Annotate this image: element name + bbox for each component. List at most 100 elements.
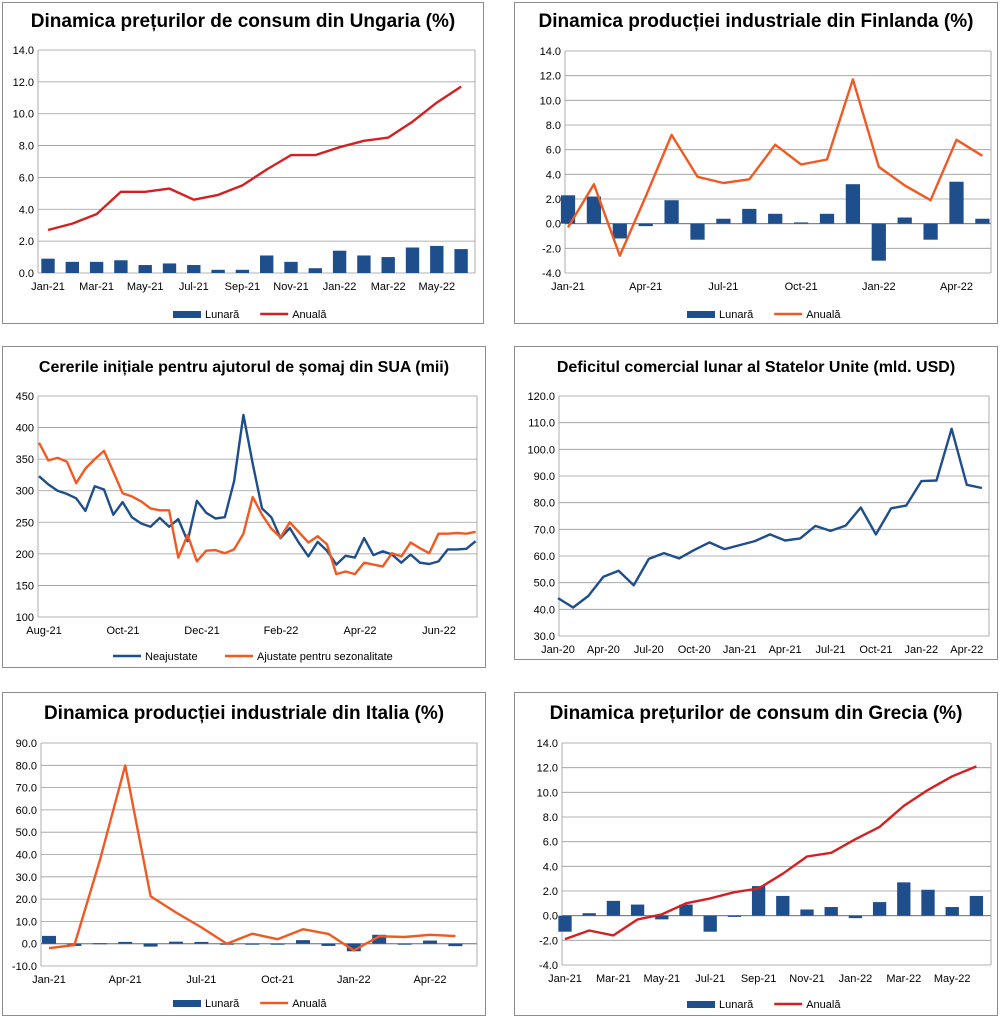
gridlines bbox=[41, 742, 477, 967]
bar bbox=[945, 907, 959, 916]
bar bbox=[357, 255, 371, 273]
x-tick-label: Apr-22 bbox=[950, 644, 983, 656]
x-axis-ticks: Aug-21 Oct-21 Dec-21 Feb-22 Apr-22 Jun-22 bbox=[26, 625, 456, 637]
legend-swatch bbox=[687, 1001, 715, 1008]
x-tick-label: Apr-22 bbox=[940, 281, 973, 293]
bar bbox=[448, 943, 463, 947]
legend-label: Lunară bbox=[205, 309, 240, 321]
chart-panel-us-jobless-claims: Cererile inițiale pentru ajutorul de șom… bbox=[2, 346, 486, 668]
legend-label: Anuală bbox=[292, 998, 327, 1010]
bar bbox=[638, 223, 653, 227]
y-tick-label: 0.0 bbox=[543, 911, 558, 923]
chart-panel-hungary-cpi: Dinamica prețurilor de consum din Ungari… bbox=[2, 2, 484, 324]
y-tick-label: 12.0 bbox=[540, 71, 561, 83]
gridlines bbox=[562, 742, 991, 966]
x-tick-label: Mar-22 bbox=[371, 281, 406, 293]
bar bbox=[381, 257, 395, 273]
gridlines bbox=[38, 49, 475, 274]
x-tick-label: Jul-21 bbox=[816, 644, 846, 656]
x-tick-label: Jan-22 bbox=[323, 281, 357, 293]
series-line bbox=[38, 413, 477, 566]
bar bbox=[211, 269, 225, 273]
y-tick-label: 12.0 bbox=[13, 77, 34, 89]
x-tick-label: Mar-22 bbox=[886, 973, 921, 985]
x-tick-label: Jan-21 bbox=[32, 974, 66, 986]
x-tick-label: Jul-21 bbox=[186, 974, 216, 986]
chart-svg: -4.0 -2.0 0.0 2.0 4.0 6.0 8.0 10.0 12.0 14.0 Jan-2… bbox=[537, 738, 992, 1011]
x-tick-label: Jul-21 bbox=[179, 281, 209, 293]
chart-panel-italy-industry: Dinamica producției industriale din Ital… bbox=[2, 692, 486, 1016]
y-tick-label: 14.0 bbox=[13, 45, 34, 57]
chart-title: Cererile inițiale pentru ajutorul de șom… bbox=[38, 359, 450, 376]
y-tick-label: 12.0 bbox=[537, 763, 558, 775]
x-tick-label: Jan-22 bbox=[905, 644, 939, 656]
y-tick-label: 100.0 bbox=[527, 444, 555, 456]
y-tick-label: 70.0 bbox=[16, 783, 37, 795]
y-tick-label: 50.0 bbox=[16, 827, 37, 839]
x-axis-ticks: Jan-20 Apr-20 Jul-20 Oct-20 Jan-21 Apr-21 Jul-… bbox=[541, 644, 983, 656]
y-axis-ticks: 30.0 40.0 50.0 60.0 70.0 80.0 90.0 100.0 110.0 12… bbox=[527, 391, 555, 643]
x-tick-label: Sep-21 bbox=[225, 281, 260, 293]
y-tick-label: 110.0 bbox=[528, 418, 555, 430]
bar bbox=[872, 902, 887, 916]
legend-label: Anuală bbox=[806, 999, 841, 1011]
bar bbox=[270, 943, 285, 945]
legend-swatch bbox=[173, 311, 201, 318]
y-axis-ticks: 100 150 200 250 300 350 400 450 bbox=[16, 391, 34, 624]
x-tick-label: Jan-22 bbox=[862, 281, 896, 293]
bar bbox=[194, 941, 209, 944]
bar bbox=[969, 895, 984, 916]
y-tick-label: 450 bbox=[16, 391, 34, 403]
x-tick-label: Jan-22 bbox=[337, 974, 371, 986]
chart-title: Dinamica producției industriale din Ital… bbox=[43, 703, 445, 724]
y-tick-label: -4.0 bbox=[542, 268, 561, 280]
y-tick-label: 50.0 bbox=[534, 578, 555, 590]
bar bbox=[582, 913, 596, 916]
bar bbox=[114, 260, 128, 273]
bar bbox=[187, 265, 201, 273]
bar bbox=[65, 261, 79, 273]
y-tick-label: 350 bbox=[16, 454, 34, 466]
bar bbox=[308, 268, 322, 273]
x-tick-label: Oct-21 bbox=[785, 281, 818, 293]
y-tick-label: 80.0 bbox=[534, 498, 555, 510]
bar bbox=[776, 895, 790, 916]
y-tick-label: 400 bbox=[16, 423, 34, 435]
bar bbox=[89, 261, 104, 273]
y-tick-label: 40.0 bbox=[534, 604, 555, 616]
bar bbox=[321, 943, 336, 946]
x-tick-label: Jul-21 bbox=[695, 973, 725, 985]
x-tick-label: Oct-20 bbox=[678, 644, 711, 656]
x-tick-label: Jul-20 bbox=[634, 644, 664, 656]
legend-label: Lunară bbox=[205, 998, 240, 1010]
y-tick-label: -10.0 bbox=[12, 961, 37, 973]
bar bbox=[897, 882, 911, 916]
chart-title: Deficitul comercial lunar al Statelor Un… bbox=[556, 359, 956, 376]
legend-swatch bbox=[173, 1000, 201, 1007]
chart-title: Dinamica producției industriale din Finl… bbox=[538, 11, 974, 32]
bar bbox=[871, 223, 886, 261]
bar bbox=[558, 915, 572, 932]
legend-swatch bbox=[687, 311, 715, 318]
series-line bbox=[566, 78, 984, 257]
bar bbox=[346, 943, 361, 952]
bar bbox=[800, 909, 814, 916]
bar bbox=[143, 943, 158, 947]
bar bbox=[793, 222, 809, 224]
bar bbox=[845, 184, 861, 224]
x-tick-label: May-21 bbox=[643, 973, 680, 985]
x-tick-label: May-21 bbox=[127, 281, 164, 293]
x-tick-label: Oct-21 bbox=[261, 974, 294, 986]
series-line bbox=[47, 85, 462, 232]
x-tick-label: Mar-21 bbox=[79, 281, 114, 293]
x-tick-label: Jul-21 bbox=[708, 281, 738, 293]
y-tick-label: 14.0 bbox=[540, 46, 561, 58]
bar-series bbox=[558, 882, 984, 932]
bar bbox=[260, 255, 274, 273]
x-tick-label: Dec-21 bbox=[184, 625, 219, 637]
legend-label: Neajustate bbox=[145, 651, 198, 663]
chart-svg: 30.0 40.0 50.0 60.0 70.0 80.0 90.0 100.0 110.0 12… bbox=[527, 391, 990, 656]
y-tick-label: 6.0 bbox=[543, 837, 558, 849]
x-tick-label: Jan-22 bbox=[839, 973, 873, 985]
series-line bbox=[37, 442, 476, 576]
